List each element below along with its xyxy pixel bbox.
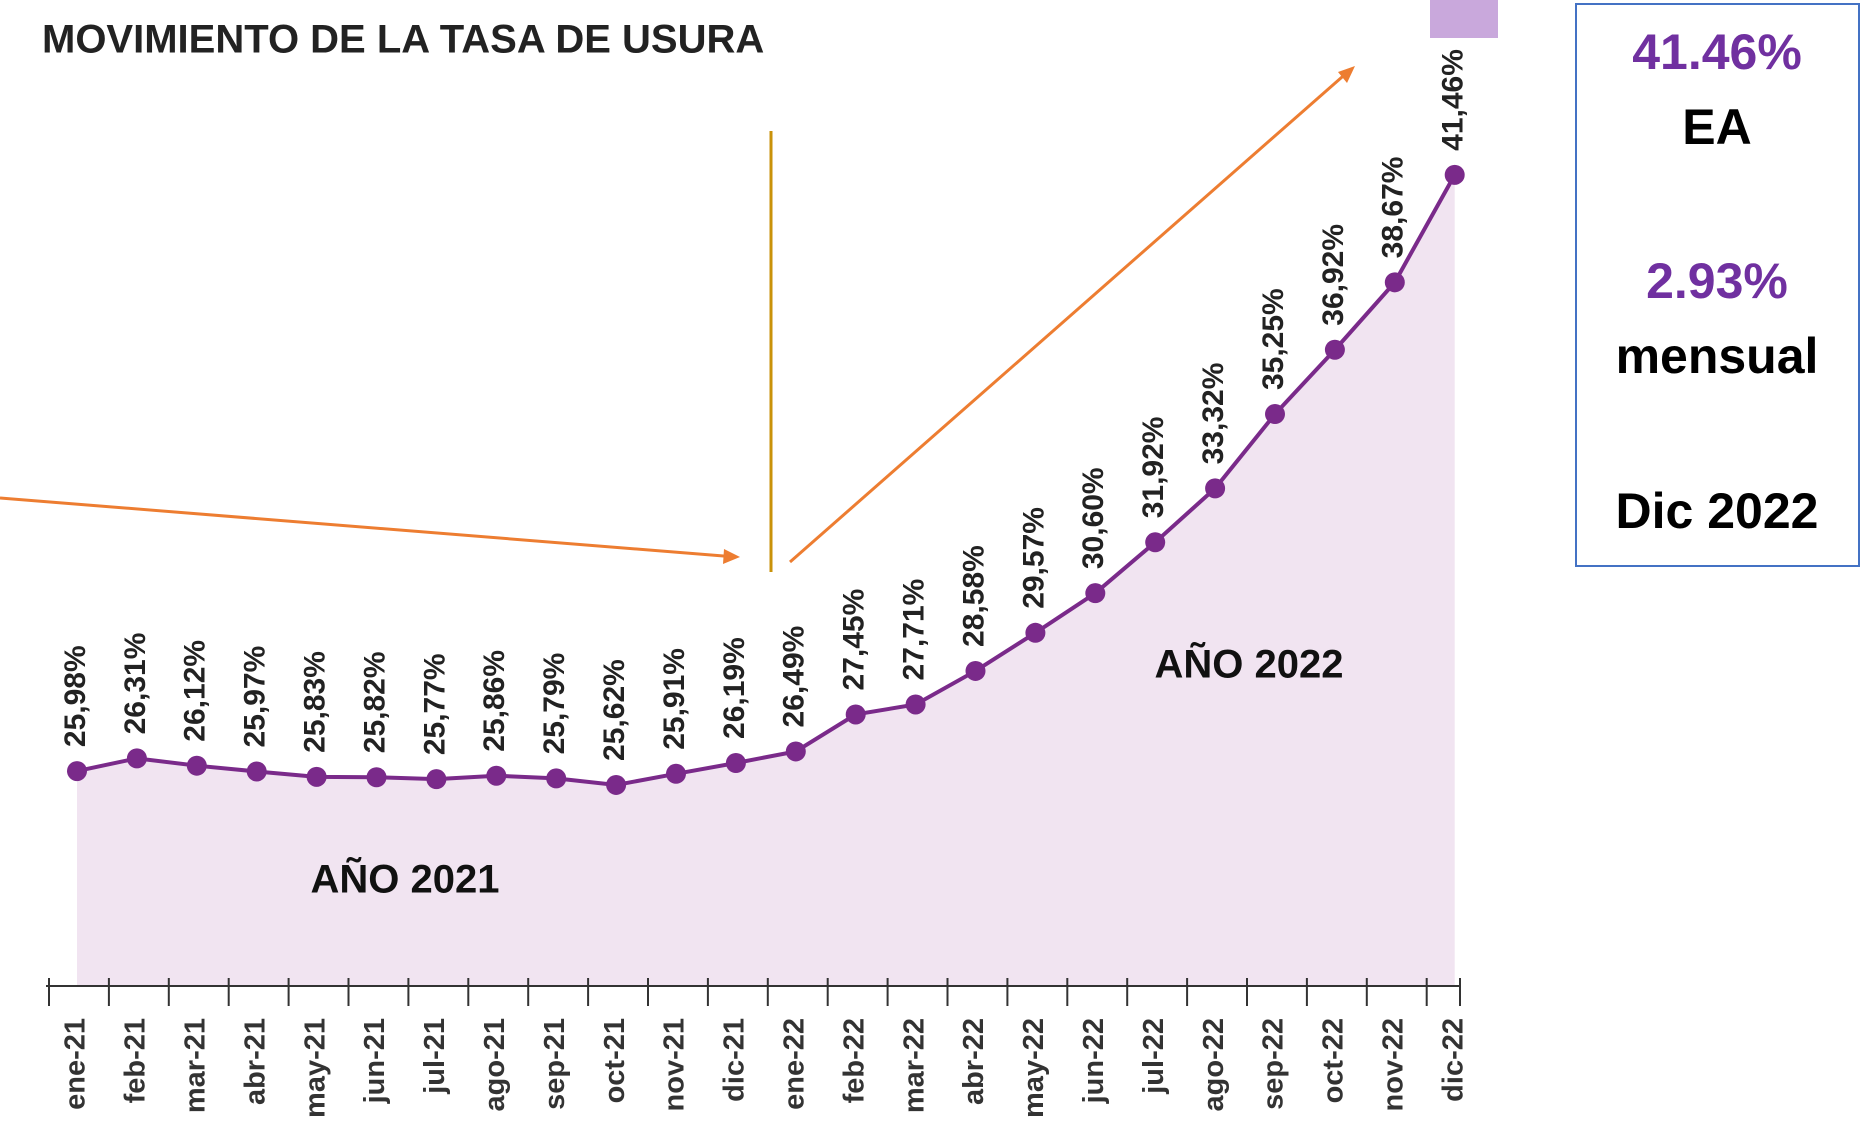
point bbox=[785, 741, 806, 762]
point bbox=[486, 765, 507, 786]
x-tick-label: ago-22 bbox=[1198, 1018, 1230, 1111]
value-label: 30,60% bbox=[1077, 467, 1110, 569]
value-label: 25,91% bbox=[658, 648, 691, 750]
point bbox=[666, 763, 686, 784]
callout-text: mensual bbox=[1616, 328, 1819, 384]
value-label: 27,45% bbox=[838, 589, 871, 691]
x-tick-label: nov-22 bbox=[1377, 1018, 1409, 1111]
value-label: 25,79% bbox=[538, 653, 571, 755]
callout-text: Dic 2022 bbox=[1616, 483, 1819, 539]
x-tick-label: may-21 bbox=[299, 1018, 331, 1118]
value-label: 38,67% bbox=[1377, 157, 1410, 259]
arrowhead bbox=[1338, 66, 1355, 83]
value-label: 31,92% bbox=[1137, 417, 1170, 519]
value-label: 25,82% bbox=[358, 651, 391, 753]
x-tick-label: sep-22 bbox=[1258, 1018, 1290, 1110]
point bbox=[67, 761, 87, 782]
x-tick-label: mar-21 bbox=[179, 1018, 211, 1113]
point bbox=[306, 766, 327, 787]
value-label: 25,98% bbox=[59, 645, 92, 747]
x-tick-label: abr-21 bbox=[239, 1018, 271, 1105]
x-tick-label: nov-21 bbox=[659, 1018, 691, 1111]
callout-text: 2.93% bbox=[1646, 253, 1788, 309]
value-label: 26,31% bbox=[119, 633, 152, 735]
line bbox=[76, 173, 1457, 787]
point bbox=[246, 761, 267, 782]
point bbox=[126, 748, 147, 769]
point bbox=[1384, 272, 1405, 293]
value-label: 36,92% bbox=[1317, 224, 1350, 326]
annotation: AÑO 2022 bbox=[1155, 641, 1344, 687]
point bbox=[1025, 622, 1046, 643]
point bbox=[1085, 583, 1106, 604]
value-label: 27,71% bbox=[898, 579, 931, 681]
value-label: 25,83% bbox=[299, 651, 332, 753]
callout-text: 41.46% bbox=[1632, 24, 1802, 80]
value-label: 33,32% bbox=[1197, 363, 1230, 465]
x-tick-label: dic-21 bbox=[719, 1018, 751, 1102]
point bbox=[1444, 164, 1465, 185]
value-label: 25,62% bbox=[598, 659, 631, 761]
arrowhead bbox=[723, 549, 740, 564]
point bbox=[366, 767, 387, 788]
x-tick-label: jun-22 bbox=[1078, 1018, 1110, 1104]
point bbox=[1145, 532, 1166, 553]
x-tick-label: abr-22 bbox=[958, 1018, 990, 1105]
value-label: 25,77% bbox=[418, 653, 451, 755]
value-label: 26,12% bbox=[179, 640, 212, 742]
x-tick-label: ago-21 bbox=[479, 1018, 511, 1111]
chart-title: MOVIMIENTO DE LA TASA DE USURA bbox=[42, 18, 764, 62]
point bbox=[1205, 478, 1226, 499]
x-tick-label: ene-22 bbox=[778, 1018, 810, 1110]
annotation: AÑO 2021 bbox=[311, 856, 500, 902]
callout-box bbox=[1575, 3, 1860, 567]
x-tick-label: mar-22 bbox=[898, 1018, 930, 1113]
value-label: 41,46% bbox=[1437, 49, 1470, 151]
x-tick-label: jul-21 bbox=[419, 1018, 451, 1095]
x-tick-label: dic-22 bbox=[1437, 1018, 1469, 1102]
point bbox=[725, 752, 746, 773]
value-label: 25,97% bbox=[239, 646, 272, 748]
value-label: 35,25% bbox=[1257, 288, 1290, 390]
point bbox=[546, 768, 567, 789]
decor bbox=[1430, 0, 1498, 38]
point bbox=[186, 755, 207, 776]
x-tick-label: feb-21 bbox=[120, 1018, 152, 1103]
area bbox=[77, 174, 1455, 986]
value-label: 26,19% bbox=[718, 637, 751, 739]
point bbox=[905, 694, 926, 715]
point bbox=[1324, 339, 1345, 360]
x-tick-label: sep-21 bbox=[539, 1018, 571, 1110]
point bbox=[1265, 404, 1285, 425]
x-tick-label: may-22 bbox=[1018, 1018, 1050, 1118]
x-tick-label: jun-21 bbox=[359, 1018, 391, 1104]
x-tick-label: oct-21 bbox=[599, 1018, 631, 1103]
arrow bbox=[789, 68, 1351, 564]
value-label: 26,49% bbox=[778, 626, 811, 728]
point bbox=[606, 774, 627, 795]
point bbox=[845, 704, 866, 725]
x-tick-label: jul-22 bbox=[1138, 1018, 1170, 1095]
callout-text: EA bbox=[1682, 99, 1751, 155]
point bbox=[965, 660, 986, 681]
value-label: 28,58% bbox=[957, 545, 990, 647]
arrow bbox=[0, 496, 737, 559]
x-tick-label: ene-21 bbox=[60, 1018, 92, 1110]
x-tick-label: oct-22 bbox=[1318, 1018, 1350, 1103]
value-label: 29,57% bbox=[1017, 507, 1050, 609]
x-tick-label: feb-22 bbox=[838, 1018, 870, 1103]
point bbox=[426, 769, 447, 790]
value-label: 25,86% bbox=[478, 650, 511, 752]
